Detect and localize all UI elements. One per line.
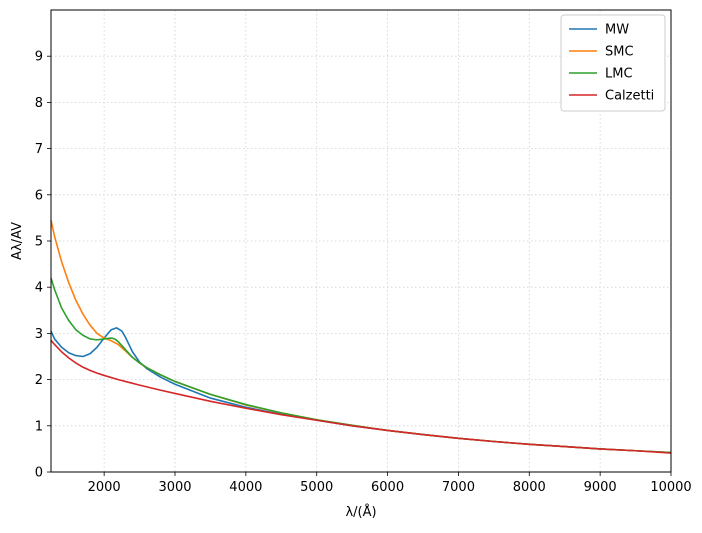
x-tick-label: 6000 <box>371 480 404 495</box>
y-tick-label: 8 <box>35 96 43 111</box>
legend-label: SMC <box>605 45 634 60</box>
legend-label: LMC <box>605 67 633 82</box>
y-tick-label: 0 <box>35 466 43 481</box>
y-tick-label: 1 <box>35 419 43 434</box>
series-line-calzetti <box>50 339 672 454</box>
y-tick-label: 3 <box>35 327 43 342</box>
y-tick-label: 9 <box>35 50 43 65</box>
axis-ticks: 2000 3000 4000 5000 6000 7000 8000 9000 10000 0 1 2… <box>35 50 692 495</box>
series-lines <box>50 220 672 454</box>
legend-label: Calzetti <box>605 89 654 104</box>
y-tick-label: 4 <box>35 281 43 296</box>
y-tick-label: 6 <box>35 188 43 203</box>
y-tick-label: 5 <box>35 235 43 250</box>
y-tick-label: 7 <box>35 142 43 157</box>
y-tick-label: 2 <box>35 373 43 388</box>
x-tick-label: 7000 <box>442 480 475 495</box>
y-axis-label: Aλ/AV <box>10 222 25 260</box>
x-tick-label: 10000 <box>650 480 691 495</box>
x-tick-label: 3000 <box>158 480 191 495</box>
legend-box <box>560 14 666 112</box>
x-tick-label: 5000 <box>300 480 333 495</box>
x-tick-label: 8000 <box>513 480 546 495</box>
x-axis-label: λ/(Å) <box>345 504 376 520</box>
x-tick-label: 4000 <box>229 480 262 495</box>
x-tick-label: 9000 <box>584 480 617 495</box>
x-tick-label: 2000 <box>88 480 121 495</box>
legend-label: MW <box>605 23 629 38</box>
legend: MW SMC LMC Calzetti <box>560 14 666 112</box>
